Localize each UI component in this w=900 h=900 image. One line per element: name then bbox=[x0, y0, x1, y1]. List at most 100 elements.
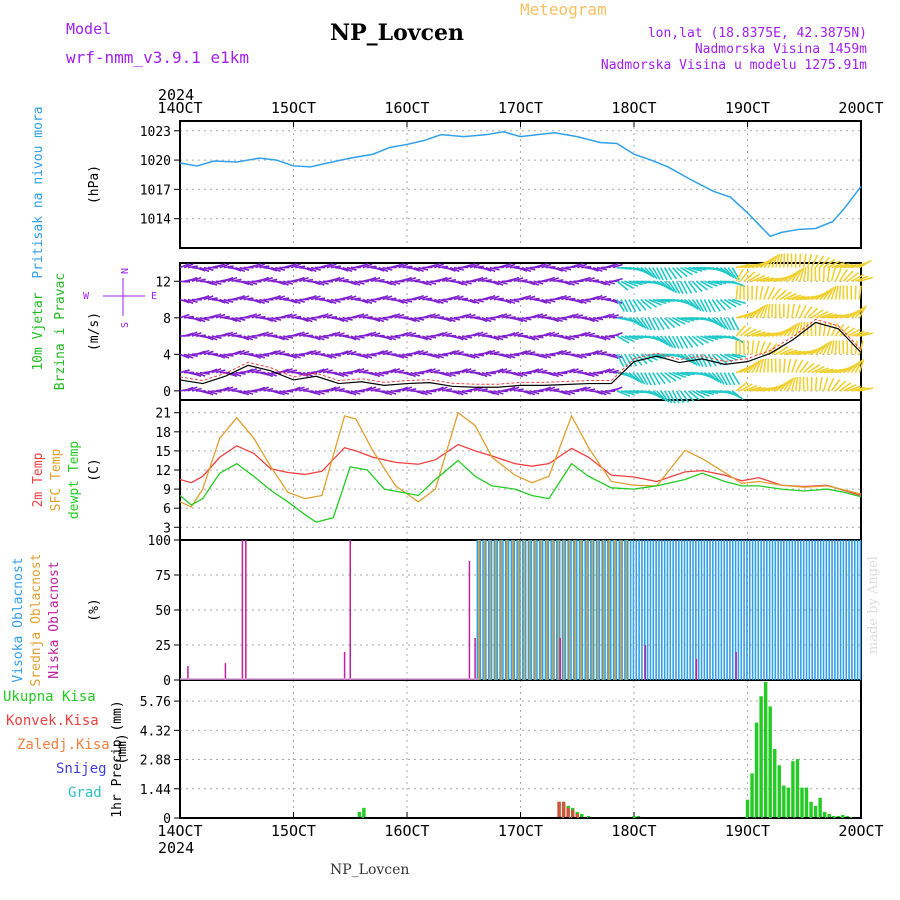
wind-barb bbox=[521, 294, 532, 301]
wind-barb bbox=[338, 278, 349, 283]
wind-barb bbox=[596, 335, 607, 341]
wind-barb bbox=[731, 317, 740, 331]
wind-barb bbox=[715, 353, 728, 365]
wind-barb bbox=[565, 313, 576, 319]
wind-barb bbox=[187, 276, 198, 283]
wind-barb bbox=[426, 335, 437, 339]
wind-barb bbox=[790, 303, 796, 318]
wind-barb bbox=[493, 368, 504, 374]
wind-barb bbox=[430, 313, 441, 319]
wind-barb bbox=[671, 390, 680, 404]
x-tick-label-top: 14OCT bbox=[157, 99, 202, 117]
wind-barb bbox=[644, 317, 653, 331]
wind-barb bbox=[243, 368, 254, 374]
wind-barb bbox=[803, 362, 815, 374]
wind-barb bbox=[465, 313, 476, 319]
y-axis-unit: (C) bbox=[87, 458, 102, 481]
wind-barb bbox=[442, 388, 453, 392]
wind-barb bbox=[779, 291, 793, 301]
wind-barb bbox=[834, 285, 839, 300]
wind-barb bbox=[810, 254, 819, 268]
wind-barb bbox=[461, 313, 472, 319]
wind-barb bbox=[378, 266, 389, 273]
wind-barb bbox=[346, 295, 357, 301]
wind-barb bbox=[743, 271, 756, 282]
wind-barb bbox=[203, 280, 214, 286]
wind-barb bbox=[334, 317, 345, 323]
wind-barb bbox=[366, 331, 377, 337]
wind-barb bbox=[525, 280, 536, 286]
wind-barb bbox=[700, 280, 714, 289]
wind-barb bbox=[370, 317, 381, 323]
wind-barb bbox=[679, 390, 690, 403]
wind-barb bbox=[565, 390, 576, 395]
wind-barb bbox=[775, 346, 789, 356]
wind-barb bbox=[545, 276, 556, 283]
y-tick-label: 12 bbox=[155, 275, 171, 290]
wind-barb bbox=[394, 353, 405, 359]
wind-barb bbox=[306, 349, 317, 356]
wind-barb bbox=[675, 390, 685, 404]
wind-barb bbox=[735, 263, 750, 269]
wind-barb bbox=[394, 262, 405, 269]
wind-barb bbox=[783, 292, 797, 301]
wind-barb bbox=[636, 372, 646, 385]
wind-barb bbox=[398, 353, 409, 359]
wind-barb bbox=[298, 317, 309, 323]
wind-barb bbox=[667, 280, 678, 294]
wind-barb bbox=[823, 258, 836, 269]
wind-barb bbox=[227, 387, 238, 392]
wind-barb bbox=[707, 372, 720, 383]
wind-barb bbox=[239, 350, 250, 356]
wind-barb bbox=[370, 387, 381, 392]
wind-barb bbox=[481, 317, 492, 323]
credit-label: made by Angel bbox=[866, 556, 881, 654]
y-tick-label: 3 bbox=[163, 521, 171, 536]
wind-barb bbox=[592, 266, 603, 273]
wind-barb bbox=[449, 266, 460, 273]
wind-barb bbox=[608, 314, 619, 319]
wind-barb bbox=[553, 317, 564, 323]
wind-barb bbox=[525, 390, 536, 396]
precip-total-bar bbox=[818, 797, 822, 818]
wind-barb bbox=[386, 280, 397, 286]
wind-barb bbox=[755, 332, 770, 337]
wind-barb bbox=[223, 353, 234, 357]
wind-barb bbox=[823, 313, 838, 319]
wind-barb bbox=[596, 351, 608, 356]
wind-barb bbox=[584, 371, 595, 378]
wind-barb bbox=[612, 277, 623, 283]
wind-barb bbox=[612, 263, 623, 269]
wind-barb bbox=[223, 331, 234, 337]
wind-barb bbox=[584, 277, 595, 283]
wind-barb bbox=[402, 276, 413, 283]
wind-barb bbox=[227, 371, 238, 378]
wind-barb bbox=[275, 350, 286, 356]
wind-barb bbox=[815, 310, 829, 319]
precip-total-bar bbox=[768, 706, 772, 818]
wind-barb bbox=[632, 353, 643, 366]
wind-barb bbox=[350, 280, 361, 286]
precip-total-bar bbox=[777, 765, 781, 818]
x-tick-label-bottom: 16OCT bbox=[384, 822, 429, 840]
wind-barb bbox=[505, 263, 516, 269]
wind-barb bbox=[294, 331, 305, 337]
wind-barb bbox=[271, 349, 281, 356]
wind-barb bbox=[199, 349, 210, 356]
wind-barb bbox=[827, 314, 842, 319]
wind-barb bbox=[580, 276, 591, 283]
wind-barb bbox=[743, 384, 758, 392]
wind-barb bbox=[660, 335, 671, 347]
wind-barb bbox=[509, 386, 520, 392]
wind-barb bbox=[338, 350, 349, 356]
wind-barb bbox=[382, 295, 393, 301]
wind-barb bbox=[819, 256, 830, 269]
wind-barb bbox=[441, 371, 452, 378]
wind-barb bbox=[457, 368, 468, 374]
wind-barb bbox=[489, 351, 500, 356]
y-tick-label: 8 bbox=[163, 312, 171, 327]
wind-barb bbox=[326, 263, 337, 269]
wind-barb bbox=[541, 263, 552, 269]
wind-barb bbox=[179, 298, 190, 304]
wind-barb bbox=[545, 331, 556, 337]
